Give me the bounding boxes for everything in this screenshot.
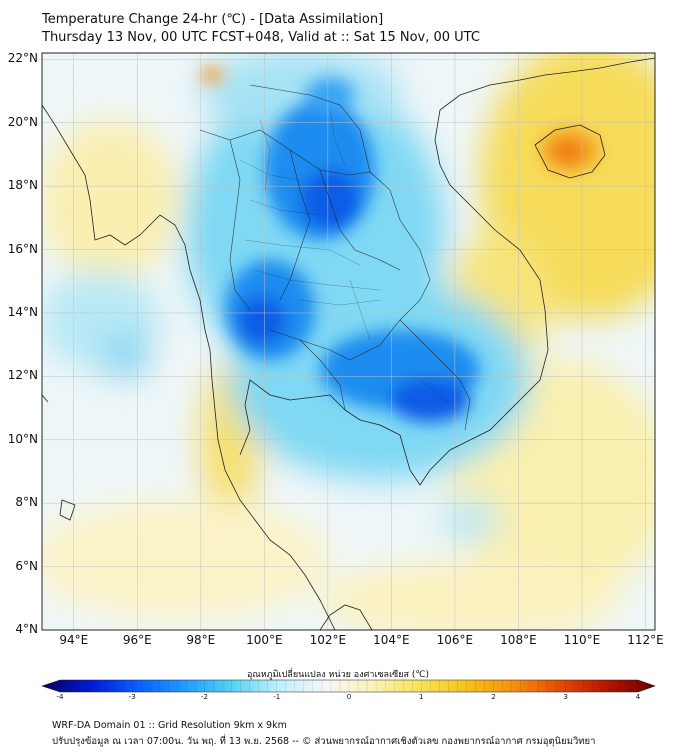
political-borders [199, 84, 471, 431]
colorbar-tick-label: -3 [128, 693, 136, 701]
latitude-label: 16°N [7, 241, 38, 256]
latitude-label: 22°N [7, 51, 38, 66]
longitude-label: 110°E [563, 633, 601, 647]
latitude-label: 20°N [7, 114, 38, 129]
latitude-label: 12°N [7, 368, 38, 383]
map-title: Temperature Change 24-hr (℃) - [Data Ass… [42, 12, 384, 27]
longitude-label: 108°E [500, 633, 537, 647]
latitude-label: 4°N [15, 622, 38, 636]
colorbar-tick-label: -1 [273, 693, 281, 701]
colorbar-tick-label: 4 [635, 693, 641, 701]
colorbar-tick-label: -4 [56, 693, 64, 701]
latitude-label: 8°N [15, 495, 38, 510]
coastlines [42, 57, 655, 630]
longitude-label: 104°E [373, 633, 410, 647]
longitude-label: 102°E [309, 633, 347, 647]
latitude-label: 14°N [7, 304, 38, 319]
colorbar [41, 679, 656, 693]
colorbar-ticks [59, 680, 639, 692]
field-cores [200, 67, 600, 422]
longitude-label: 96°E [122, 633, 152, 647]
colorbar-tick-label: 1 [419, 693, 424, 701]
graticule [42, 53, 655, 630]
footer-domain-info: WRF-DA Domain 01 :: Grid Resolution 9km … [52, 720, 287, 731]
map-frame [41, 52, 656, 631]
province-borders [239, 109, 456, 411]
colorbar-tick-label: 3 [563, 693, 568, 701]
longitude-label: 100°E [246, 633, 283, 647]
colorbar-label: อุณหภูมิเปลี่ยนแปลง หน่วย องศาเซลเซียส (… [246, 670, 430, 680]
longitude-label: 106°E [436, 633, 474, 647]
colorbar-gradient [41, 679, 656, 693]
longitude-label: 112°E [627, 633, 664, 647]
colorbar-tick-label: 2 [491, 693, 496, 701]
longitude-label: 94°E [59, 633, 89, 647]
latitude-label: 18°N [7, 178, 38, 193]
temperature-change-map [41, 52, 656, 693]
map-subtitle: Thursday 13 Nov, 00 UTC FCST+048, Valid … [42, 30, 480, 45]
latitude-label: 6°N [15, 558, 38, 573]
latitude-label: 10°N [7, 431, 38, 446]
longitude-label: 98°E [186, 633, 216, 647]
colorbar-tick-label: 0 [346, 693, 352, 701]
colorbar-tick-label: -2 [201, 693, 208, 701]
field-layer [42, 53, 655, 630]
footer-credit: ปรับปรุงข้อมูล ณ เวลา 07:00น. วัน พฤ. ที… [52, 736, 596, 747]
